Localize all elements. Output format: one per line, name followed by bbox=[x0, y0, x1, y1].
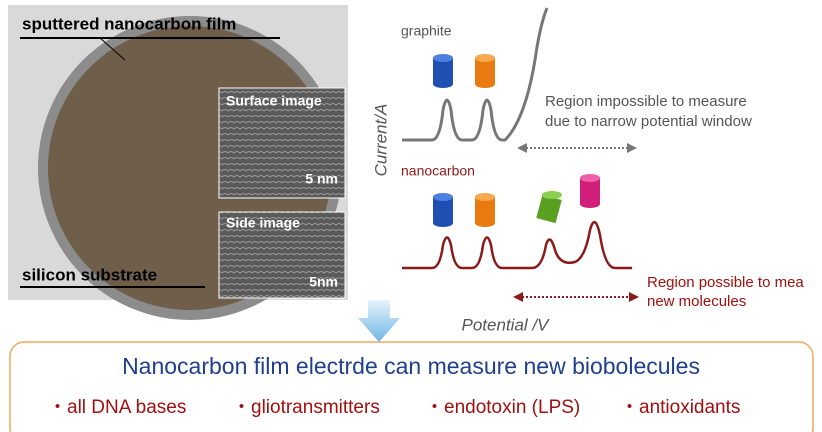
side-label: Side image bbox=[226, 215, 300, 231]
film-label: sputtered nanocarbon film bbox=[22, 14, 236, 33]
summary-item: ・all DNA bases bbox=[48, 397, 186, 418]
nanocarbon-curve bbox=[402, 222, 632, 268]
summary-item: ・endotoxin (LPS) bbox=[425, 397, 580, 418]
summary-item: ・antioxidants bbox=[620, 397, 740, 418]
y-axis-label: Current/A bbox=[371, 104, 390, 177]
figure: sputtered nanocarbon film Surface image … bbox=[0, 0, 822, 432]
surface-label: Surface image bbox=[226, 93, 322, 109]
summary-item: ・gliotransmitters bbox=[232, 397, 380, 418]
scale-label: 5nm bbox=[309, 274, 338, 290]
scale-label: 5 nm bbox=[305, 171, 338, 187]
substrate-label: silicon substrate bbox=[22, 265, 157, 284]
x-axis-label: Potential /V bbox=[462, 315, 551, 334]
possible-note: Region possible to mea bbox=[647, 274, 804, 291]
graphite-label: graphite bbox=[401, 23, 452, 39]
impossible-note: due to narrow potential window bbox=[545, 113, 752, 130]
nanocarbon-label: nanocarbon bbox=[401, 163, 475, 179]
possible-note: new molecules bbox=[647, 293, 746, 310]
summary-title: Nanocarbon film electrde can measure new… bbox=[122, 353, 700, 379]
molecule-icons bbox=[433, 54, 600, 227]
impossible-note: Region impossible to measure bbox=[545, 93, 747, 110]
down-arrow bbox=[358, 300, 400, 342]
